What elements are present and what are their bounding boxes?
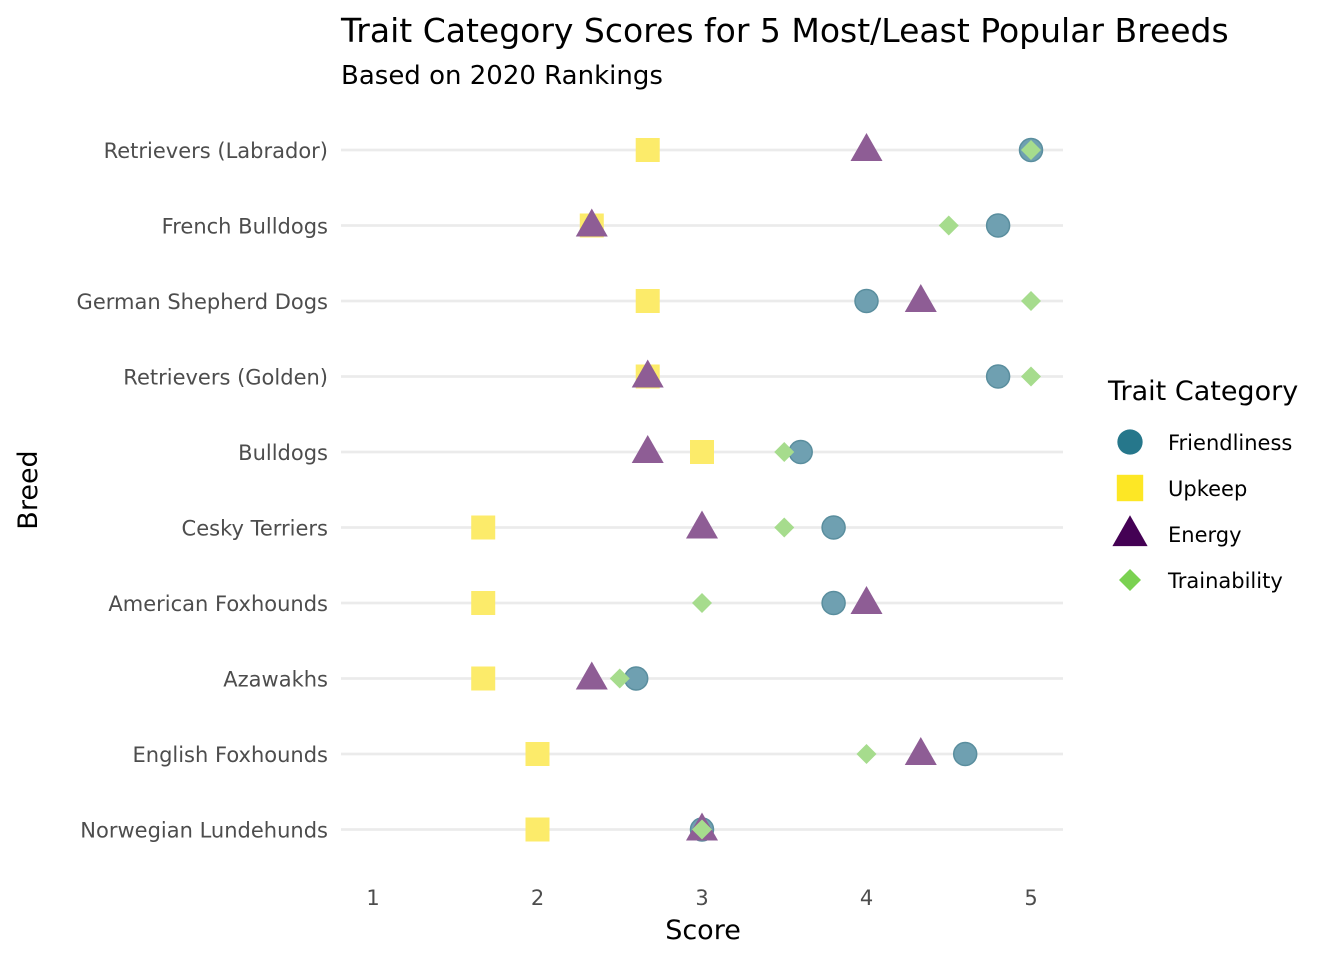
y-axis-title: Breed — [13, 450, 44, 529]
point-trainability-american-foxhounds — [692, 593, 712, 613]
point-energy-azawakhs — [575, 661, 608, 690]
legend: Trait Category Friendliness Upkeep Energy T… — [1107, 376, 1298, 593]
point-friendliness-cesky-terriers — [821, 515, 846, 540]
point-trainability-german-shepherd-dogs — [1021, 291, 1041, 311]
point-trainability-bulldogs — [774, 442, 795, 462]
point-friendliness-retrievers-golden — [985, 364, 1011, 389]
point-upkeep-german-shepherd-dogs — [635, 289, 660, 313]
point-energy-retrievers-golden — [631, 359, 664, 388]
point-trainability-norwegian-lundehunds — [692, 819, 712, 840]
point-energy-english-foxhounds — [904, 737, 937, 765]
point-energy-cesky-terriers — [686, 510, 718, 539]
point-upkeep-american-foxhounds — [471, 591, 496, 615]
legend-key-friendliness — [1117, 429, 1143, 455]
legend-key-energy — [1112, 515, 1148, 547]
point-friendliness-english-foxhounds — [952, 741, 978, 767]
legend-label-upkeep: Upkeep — [1168, 477, 1247, 501]
point-energy-american-foxhounds — [850, 586, 883, 614]
point-trainability-retrievers-labrador — [1021, 140, 1041, 160]
point-energy-german-shepherd-dogs — [904, 284, 937, 312]
point-trainability-english-foxhounds — [856, 744, 877, 764]
y-tick-label: French Bulldogs — [162, 215, 328, 239]
point-trainability-azawakhs — [609, 668, 630, 689]
x-tick-label: 2 — [531, 886, 544, 910]
point-friendliness-french-bulldogs — [985, 213, 1011, 238]
point-energy-bulldogs — [631, 435, 664, 463]
x-tick-label: 1 — [366, 886, 379, 910]
legend-key-trainability — [1119, 569, 1141, 591]
grid — [341, 148, 1063, 831]
point-upkeep-azawakhs — [471, 666, 496, 691]
y-tick-label: English Foxhounds — [132, 743, 328, 767]
x-axis-title: Score — [665, 915, 741, 946]
y-tick-label: Azawakhs — [223, 668, 328, 692]
legend-label-friendliness: Friendliness — [1168, 431, 1292, 455]
legend-key-upkeep — [1116, 474, 1144, 502]
y-tick-label: Cesky Terriers — [182, 517, 328, 541]
y-tick-labels: Retrievers (Labrador) French Bulldogs Germ… — [77, 139, 328, 843]
data-points — [471, 133, 1044, 842]
point-trainability-retrievers-golden — [1021, 366, 1041, 387]
legend-label-energy: Energy — [1168, 523, 1242, 547]
y-tick-label: Retrievers (Labrador) — [104, 139, 328, 163]
point-trainability-cesky-terriers — [774, 517, 795, 538]
x-tick-labels: 1 2 3 4 5 — [366, 886, 1037, 910]
legend-label-trainability: Trainability — [1167, 569, 1283, 593]
point-upkeep-cesky-terriers — [471, 515, 496, 540]
legend-title: Trait Category — [1107, 376, 1298, 407]
y-tick-label: Norwegian Lundehunds — [80, 819, 328, 843]
y-tick-label: Retrievers (Golden) — [123, 366, 328, 390]
point-upkeep-retrievers-labrador — [635, 138, 660, 162]
y-tick-label: German Shepherd Dogs — [77, 290, 328, 314]
point-trainability-french-bulldogs — [938, 215, 959, 236]
point-friendliness-american-foxhounds — [821, 590, 846, 616]
point-upkeep-norwegian-lundehunds — [525, 817, 550, 842]
point-energy-french-bulldogs — [575, 208, 608, 237]
chart-title: Trait Category Scores for 5 Most/Least P… — [340, 11, 1229, 50]
point-friendliness-german-shepherd-dogs — [854, 288, 879, 314]
chart-subtitle: Based on 2020 Rankings — [341, 61, 663, 91]
x-tick-label: 4 — [860, 886, 873, 910]
x-tick-label: 5 — [1024, 886, 1037, 910]
y-tick-label: American Foxhounds — [108, 592, 328, 616]
x-tick-label: 3 — [695, 886, 708, 910]
point-energy-retrievers-labrador — [850, 133, 883, 161]
point-upkeep-bulldogs — [690, 440, 714, 464]
y-tick-label: Bulldogs — [238, 441, 328, 465]
point-upkeep-english-foxhounds — [525, 742, 550, 766]
